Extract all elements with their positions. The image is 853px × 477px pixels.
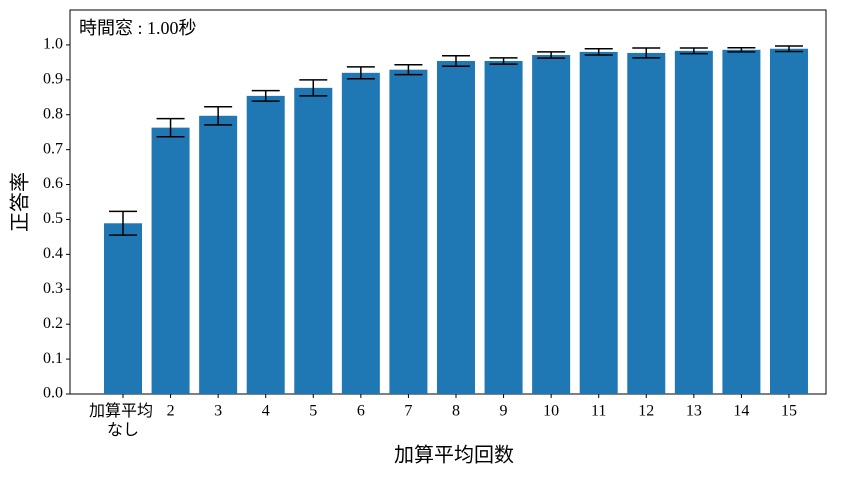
y-tick-label: 0.4 <box>43 245 63 262</box>
x-tick-label: 8 <box>452 403 460 420</box>
bar <box>674 50 713 395</box>
bar <box>532 55 571 395</box>
error-bar <box>774 45 803 53</box>
x-tick-label: 9 <box>500 403 508 420</box>
x-tick-label: 加算平均 なし <box>89 401 157 439</box>
x-tick-label: 15 <box>781 403 797 420</box>
x-tick-label: 14 <box>733 403 749 420</box>
bar <box>104 223 142 394</box>
error-bar <box>394 64 423 76</box>
x-tick-label: 13 <box>686 403 702 420</box>
x-tick-label: 5 <box>309 403 317 420</box>
bar <box>246 95 285 394</box>
y-tick-label: 1.0 <box>43 36 63 53</box>
error-bar <box>156 117 185 138</box>
error-bar <box>251 89 280 102</box>
bar <box>484 60 523 394</box>
y-tick-label: 0.1 <box>43 350 63 367</box>
x-tick-label: 2 <box>167 403 175 420</box>
y-tick-label: 0.3 <box>43 280 63 297</box>
error-bar <box>489 57 518 65</box>
bar <box>341 72 380 394</box>
error-bar <box>346 66 375 80</box>
annotation: 時間窓 : 1.00秒 <box>79 18 197 38</box>
y-tick-label: 0.9 <box>43 70 63 87</box>
x-tick-label: 12 <box>638 403 654 420</box>
y-tick-label: 0.6 <box>43 175 63 192</box>
bar <box>199 115 238 395</box>
error-bar <box>109 210 137 236</box>
bar <box>151 127 190 394</box>
bar <box>627 52 666 395</box>
x-tick-label: 7 <box>404 403 412 420</box>
x-tick-label: 11 <box>591 403 606 420</box>
y-tick-label: 0.5 <box>43 210 63 227</box>
y-tick-label: 0.2 <box>43 315 63 332</box>
y-axis-title: 正答率 <box>9 172 32 232</box>
bar <box>294 87 333 394</box>
y-tick-label: 0.0 <box>43 385 63 402</box>
bar <box>769 48 808 395</box>
error-bar <box>299 79 328 97</box>
bar <box>436 60 475 394</box>
y-tick-label: 0.7 <box>43 140 63 157</box>
x-tick-label: 4 <box>262 403 270 420</box>
x-tick-label: 3 <box>214 403 222 420</box>
error-bar <box>679 47 708 55</box>
bar <box>389 69 428 394</box>
x-tick-label: 6 <box>357 403 365 420</box>
error-bar <box>441 54 470 67</box>
x-tick-label: 10 <box>543 403 559 420</box>
error-bar <box>632 47 661 59</box>
y-tick-label: 0.8 <box>43 105 63 122</box>
error-bar <box>584 47 613 56</box>
error-bar <box>727 46 756 53</box>
bar <box>579 51 618 395</box>
bar <box>722 49 761 395</box>
error-bar <box>204 105 233 126</box>
error-bar <box>537 51 566 59</box>
x-axis-title: 加算平均回数 <box>394 444 514 467</box>
